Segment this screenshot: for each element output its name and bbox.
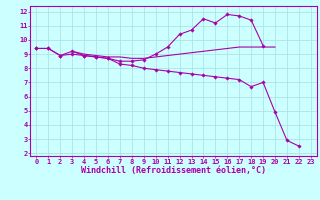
X-axis label: Windchill (Refroidissement éolien,°C): Windchill (Refroidissement éolien,°C): [81, 166, 266, 175]
